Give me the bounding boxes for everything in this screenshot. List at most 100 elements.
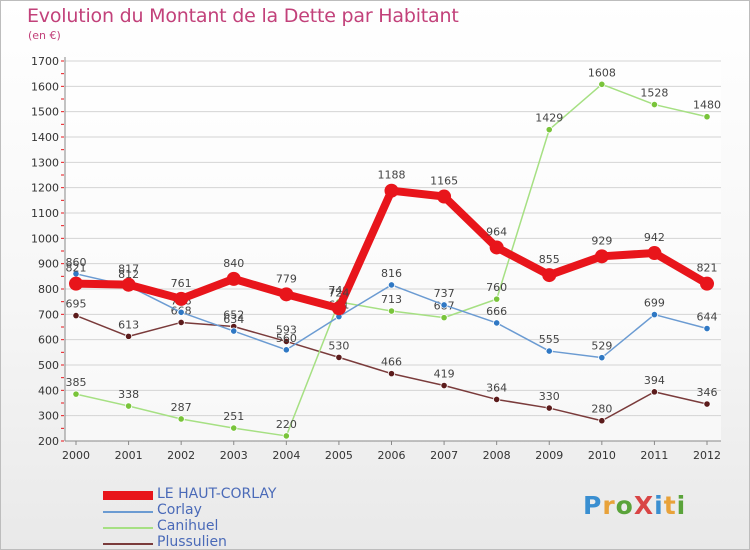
data-point (124, 332, 133, 340)
data-label: 840 (223, 257, 244, 270)
y-tick-label: 500 (38, 359, 59, 372)
data-label: 385 (66, 376, 87, 389)
legend-swatch (103, 527, 153, 529)
legend-swatch (103, 543, 153, 545)
plot-area (65, 57, 721, 441)
data-point (493, 395, 501, 404)
data-point (493, 295, 501, 303)
data-label: 737 (434, 287, 455, 300)
y-tick-label: 1700 (31, 55, 59, 68)
data-label: 419 (434, 368, 455, 381)
y-tick-label: 1300 (31, 156, 59, 169)
data-label: 280 (591, 403, 612, 416)
x-tick-label: 2009 (535, 449, 563, 462)
data-point (121, 277, 136, 292)
proxiti-logo: ProXiti (583, 491, 686, 520)
data-point (282, 337, 290, 346)
data-label: 530 (328, 339, 349, 352)
data-label: 666 (486, 305, 507, 318)
series-le-haut-corlay: 821 817 761 840 779 724 1188 1165 964 855 929 942 82… (66, 169, 718, 316)
data-label: 713 (381, 293, 402, 306)
data-point (440, 381, 448, 390)
data-point (72, 311, 80, 320)
data-point (545, 126, 553, 134)
data-label: 394 (644, 374, 665, 387)
data-label: 1608 (588, 66, 616, 79)
x-tick-label: 2005 (325, 449, 353, 462)
data-label: 634 (223, 313, 244, 326)
logo-letter: X (633, 491, 655, 520)
data-label: 593 (276, 323, 297, 336)
logo-letter: t (663, 491, 677, 520)
x-tick-label: 2004 (272, 449, 300, 462)
data-label: 821 (697, 262, 718, 275)
data-point (177, 415, 185, 423)
data-label: 821 (66, 262, 87, 275)
data-label: 251 (223, 410, 244, 423)
y-tick-label: 1000 (31, 232, 59, 245)
y-tick-label: 800 (38, 283, 59, 296)
data-label: 364 (486, 381, 507, 394)
data-point (331, 301, 346, 316)
data-point (650, 310, 659, 319)
x-tick-label: 2000 (62, 449, 90, 462)
y-tick-label: 600 (38, 334, 59, 347)
y-tick-label: 1500 (31, 106, 59, 119)
y-tick-label: 1600 (31, 80, 59, 93)
legend-label: LE HAUT-CORLAY (157, 486, 277, 502)
x-tick-label: 2011 (640, 449, 668, 462)
logo-letter: i (654, 491, 664, 520)
data-label: 1188 (378, 169, 406, 182)
data-point (124, 402, 133, 410)
y-tick-label: 300 (38, 410, 59, 423)
data-point (177, 308, 185, 316)
logo-letter: i (676, 491, 687, 520)
data-point (387, 281, 396, 289)
data-point (598, 80, 606, 88)
y-tick-label: 1100 (31, 207, 59, 220)
data-label: 860 (66, 256, 87, 269)
legend-label: Plussulien (157, 534, 227, 550)
y-tick-label: 400 (38, 384, 59, 397)
data-label: 964 (486, 225, 507, 238)
data-label: 330 (539, 390, 560, 403)
data-label: 220 (276, 418, 297, 431)
data-point (493, 319, 501, 327)
chart-unit: (en €) (28, 29, 61, 42)
y-tick-label: 700 (38, 308, 59, 321)
data-point (282, 432, 290, 440)
data-label: 1480 (693, 99, 721, 112)
x-tick-label: 2003 (220, 449, 248, 462)
data-point (650, 388, 659, 396)
data-point (387, 307, 396, 315)
data-point (647, 246, 662, 261)
data-point (174, 291, 189, 306)
legend-label: Corlay (157, 502, 202, 518)
data-label: 699 (644, 297, 665, 310)
data-point (282, 346, 290, 354)
data-label: 816 (381, 267, 402, 280)
data-point (703, 400, 711, 408)
data-label: 724 (328, 286, 349, 299)
data-point (440, 301, 448, 309)
x-tick-label: 2007 (430, 449, 458, 462)
data-point (230, 327, 238, 335)
x-tick-label: 2012 (693, 449, 721, 462)
data-point (384, 183, 399, 198)
data-point (279, 287, 294, 302)
x-tick-label: 2001 (115, 449, 143, 462)
data-point (437, 189, 452, 204)
data-label: 555 (539, 333, 560, 346)
data-point (489, 240, 504, 255)
x-tick-label: 2008 (483, 449, 511, 462)
data-point (650, 100, 659, 109)
y-tick-label: 900 (38, 258, 59, 271)
data-point (440, 314, 448, 322)
data-point (703, 324, 711, 333)
data-point (700, 276, 714, 291)
data-point (545, 404, 553, 412)
series-canihuel: 3853382872512207497136877601429160815281… (66, 66, 721, 440)
x-tick-label: 2002 (167, 449, 195, 462)
